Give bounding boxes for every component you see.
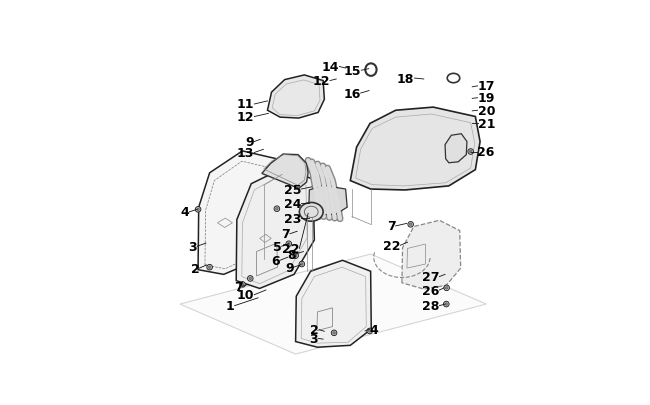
Circle shape xyxy=(410,224,412,226)
Circle shape xyxy=(299,262,305,267)
Text: 3: 3 xyxy=(188,240,197,253)
Text: 24: 24 xyxy=(284,197,301,210)
Text: 9: 9 xyxy=(285,261,294,274)
Text: 1: 1 xyxy=(226,299,235,312)
Circle shape xyxy=(248,276,253,281)
Circle shape xyxy=(444,285,449,291)
Text: 7: 7 xyxy=(281,228,290,241)
Text: 4: 4 xyxy=(370,323,378,336)
Circle shape xyxy=(445,303,448,305)
Polygon shape xyxy=(262,155,308,189)
Circle shape xyxy=(274,207,280,212)
Circle shape xyxy=(287,243,290,245)
Polygon shape xyxy=(350,108,480,190)
Text: 19: 19 xyxy=(478,92,495,105)
Circle shape xyxy=(408,222,413,228)
Text: 22: 22 xyxy=(383,239,400,252)
Text: 18: 18 xyxy=(397,72,415,85)
Circle shape xyxy=(443,301,449,307)
Text: 27: 27 xyxy=(422,271,439,284)
Text: 17: 17 xyxy=(478,80,495,93)
Text: 11: 11 xyxy=(237,98,254,111)
Polygon shape xyxy=(180,254,486,354)
Circle shape xyxy=(468,149,473,155)
Circle shape xyxy=(209,266,211,269)
Text: 21: 21 xyxy=(478,117,495,130)
Circle shape xyxy=(276,208,278,211)
Circle shape xyxy=(333,332,335,334)
Circle shape xyxy=(445,287,448,289)
Text: 6: 6 xyxy=(271,254,280,267)
Circle shape xyxy=(207,265,213,270)
Polygon shape xyxy=(236,168,315,289)
Text: 3: 3 xyxy=(309,332,318,345)
Polygon shape xyxy=(198,151,285,275)
Polygon shape xyxy=(445,134,467,163)
Circle shape xyxy=(241,284,244,286)
Circle shape xyxy=(300,263,303,266)
Circle shape xyxy=(367,328,372,334)
Text: 10: 10 xyxy=(237,288,254,301)
Circle shape xyxy=(240,282,245,288)
Text: 5: 5 xyxy=(273,240,281,253)
Text: 13: 13 xyxy=(237,147,254,160)
Polygon shape xyxy=(402,221,461,289)
Text: 28: 28 xyxy=(422,299,439,312)
Text: 2: 2 xyxy=(310,324,319,337)
Text: 16: 16 xyxy=(343,87,361,100)
Polygon shape xyxy=(309,186,347,215)
Text: 14: 14 xyxy=(322,61,339,74)
Text: 26: 26 xyxy=(477,146,494,159)
Ellipse shape xyxy=(300,203,323,222)
Text: 7: 7 xyxy=(387,220,396,233)
Text: 20: 20 xyxy=(478,104,495,117)
Circle shape xyxy=(249,277,252,280)
Text: 22: 22 xyxy=(282,242,300,255)
Text: 23: 23 xyxy=(284,212,301,225)
Text: 2: 2 xyxy=(190,262,200,275)
Circle shape xyxy=(195,207,201,213)
Polygon shape xyxy=(296,261,371,347)
Text: 8: 8 xyxy=(287,248,296,261)
Circle shape xyxy=(197,209,200,211)
Text: 12: 12 xyxy=(313,75,330,88)
Text: 7: 7 xyxy=(234,280,242,293)
Circle shape xyxy=(286,241,292,247)
Text: 15: 15 xyxy=(344,64,361,77)
Circle shape xyxy=(294,255,297,257)
Circle shape xyxy=(469,151,472,153)
Polygon shape xyxy=(267,76,324,119)
Text: 4: 4 xyxy=(181,206,189,219)
Circle shape xyxy=(292,253,298,259)
Circle shape xyxy=(332,330,337,336)
Text: 26: 26 xyxy=(422,284,439,297)
Text: 25: 25 xyxy=(284,183,301,196)
Circle shape xyxy=(369,330,371,333)
Text: 12: 12 xyxy=(237,111,254,124)
Text: 9: 9 xyxy=(246,136,254,149)
